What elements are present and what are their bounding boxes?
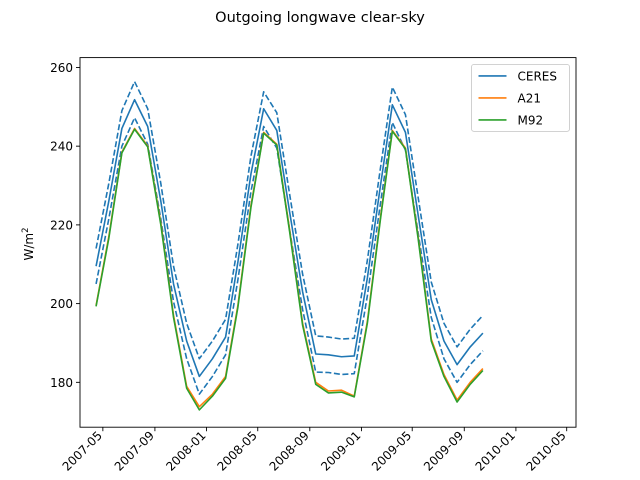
- plot-lines: [95, 80, 484, 411]
- x-tick-label-1: 2007-09: [112, 428, 157, 473]
- x-tick-label-7: 2009-09: [421, 428, 466, 473]
- legend-label-1: A21: [518, 91, 541, 105]
- legend-label-2: M92: [518, 113, 544, 127]
- legend-label-0: CERES: [518, 69, 558, 83]
- y-tick-label-0: 180: [50, 376, 73, 390]
- y-tick-label-4: 260: [50, 61, 73, 75]
- x-tick-label-5: 2009-01: [318, 428, 363, 473]
- x-tick-label-8: 2010-01: [473, 428, 518, 473]
- series-line-1: [95, 80, 484, 360]
- y-axis-label-sup: 2: [21, 227, 31, 232]
- series-line-0: [95, 98, 484, 378]
- series-line-4: [95, 128, 484, 411]
- chart-title: Outgoing longwave clear-sky: [215, 10, 425, 26]
- x-tick-label-6: 2009-05: [369, 428, 414, 473]
- y-tick-label-1: 200: [50, 297, 73, 311]
- plot-frame: [79, 57, 577, 428]
- x-tick-label-0: 2007-05: [60, 428, 105, 473]
- y-tick-label-2: 220: [50, 218, 73, 232]
- x-tick-label-3: 2008-05: [215, 428, 260, 473]
- y-tick-label-3: 240: [50, 140, 73, 154]
- x-tick-label-2: 2008-01: [163, 428, 208, 473]
- y-axis-label-text: W/m: [22, 233, 36, 261]
- legend-box: [471, 63, 570, 132]
- series-line-3: [95, 127, 484, 408]
- x-tick-label-9: 2010-05: [523, 428, 568, 473]
- y-axis-label: W/m2: [21, 227, 36, 260]
- legend: CERES A21 M92: [471, 63, 570, 132]
- x-tick-label-4: 2008-09: [267, 428, 312, 473]
